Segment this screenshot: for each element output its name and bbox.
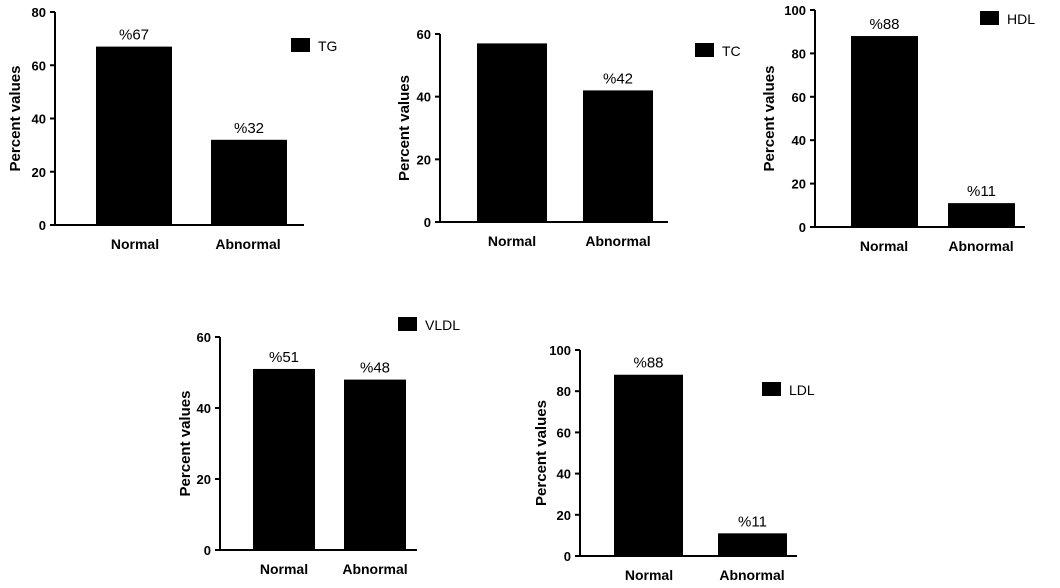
y-tick-label: 0 <box>424 215 431 230</box>
y-axis-label: Percent values <box>177 391 194 497</box>
y-tick-label: 80 <box>792 46 806 61</box>
category-label: Normal <box>111 236 159 252</box>
y-axis-label: Percent values <box>7 66 24 172</box>
legend-swatch <box>291 38 310 52</box>
category-label: Abnormal <box>948 238 1013 254</box>
bar-normal <box>614 374 683 556</box>
y-tick-label: 80 <box>557 384 571 399</box>
chart-panel-vldl: 0 20 40 60 Percent values %51 Normal %48 Abnorma… <box>177 317 460 577</box>
y-tick-label: 60 <box>32 58 46 73</box>
y-tick-label: 40 <box>792 133 806 148</box>
y-tick-label: 60 <box>792 90 806 105</box>
legend-swatch <box>398 317 417 331</box>
y-tick-label: 40 <box>417 90 431 105</box>
category-label: Normal <box>488 233 536 249</box>
bar-normal <box>851 36 918 227</box>
data-label: %11 <box>738 513 767 530</box>
y-tick-label: 80 <box>32 5 46 20</box>
legend-swatch <box>762 382 781 396</box>
data-label: %11 <box>967 183 996 200</box>
category-label: Normal <box>260 561 308 577</box>
data-label: %67 <box>119 27 149 44</box>
chart-panel-ldl: 0 20 40 60 80 100 Percent values %88 Normal %11 Ab… <box>533 343 815 583</box>
y-axis-label: Percent values <box>533 400 550 506</box>
y-tick-label: 100 <box>549 343 571 358</box>
category-label: Abnormal <box>719 567 784 583</box>
category-label: Abnormal <box>342 561 407 577</box>
y-tick-label: 60 <box>417 27 431 42</box>
y-tick-label: 20 <box>792 177 806 192</box>
legend-swatch <box>695 43 714 57</box>
data-label: %51 <box>269 349 299 366</box>
y-tick-label: 100 <box>784 3 806 18</box>
y-tick-label: 20 <box>557 508 571 523</box>
bar-normal <box>477 43 547 223</box>
bar-normal <box>96 46 172 225</box>
legend-label: LDL <box>789 382 815 398</box>
category-label: Abnormal <box>585 233 650 249</box>
y-tick-label: 0 <box>799 220 806 235</box>
legend-label: VLDL <box>425 317 460 333</box>
chart-panel-tg: 0 20 40 60 80 Percent values %67 Normal %32 Abnor… <box>7 5 337 252</box>
chart-panel-hdl: 0 20 40 60 80 100 Percent values %88 Normal %11 Ab… <box>761 3 1035 254</box>
data-label: %88 <box>633 355 663 372</box>
y-tick-label: 40 <box>197 401 211 416</box>
y-tick-label: 40 <box>32 112 46 127</box>
legend-label: TC <box>722 43 741 59</box>
legend-swatch <box>980 11 999 25</box>
category-label: Normal <box>625 567 673 583</box>
bar-normal <box>253 368 315 550</box>
legend-label: TG <box>318 38 337 54</box>
bar-abnormal <box>583 90 653 223</box>
y-tick-label: 60 <box>557 425 571 440</box>
data-label: %42 <box>603 70 633 87</box>
category-label: Abnormal <box>215 236 280 252</box>
y-tick-label: 40 <box>557 467 571 482</box>
bar-abnormal <box>344 379 406 550</box>
legend-label: HDL <box>1007 11 1035 27</box>
data-label: %48 <box>360 360 390 377</box>
bar-abnormal <box>211 139 287 225</box>
y-tick-label: 20 <box>32 165 46 180</box>
y-tick-label: 0 <box>564 549 571 564</box>
y-axis-label: Percent values <box>396 75 413 181</box>
y-tick-label: 20 <box>197 472 211 487</box>
chart-panel-tc: 0 20 40 60 Percent values Normal %42 Abnormal TC <box>396 27 741 249</box>
y-axis-label: Percent values <box>761 66 778 172</box>
y-tick-label: 20 <box>417 152 431 167</box>
y-tick-label: 0 <box>39 218 46 233</box>
data-label: %88 <box>869 16 899 33</box>
bar-abnormal <box>948 203 1015 227</box>
y-tick-label: 60 <box>197 330 211 345</box>
y-tick-label: 0 <box>204 543 211 558</box>
bar-abnormal <box>718 533 787 556</box>
category-label: Normal <box>860 238 908 254</box>
data-label: %32 <box>234 120 264 137</box>
